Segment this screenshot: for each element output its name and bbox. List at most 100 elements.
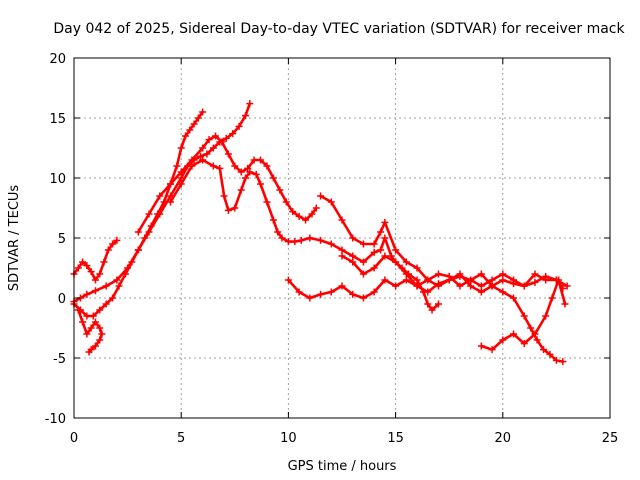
data-point (413, 282, 421, 290)
data-point (242, 174, 250, 182)
data-point (392, 258, 400, 266)
data-point (91, 276, 99, 284)
data-point (370, 264, 378, 272)
data-point (413, 276, 421, 284)
y-tick-label: 15 (49, 112, 66, 127)
data-point (499, 276, 507, 284)
x-tick-label: 5 (177, 431, 185, 446)
data-point (222, 134, 230, 142)
series-track-3 (74, 306, 106, 356)
data-point (83, 262, 91, 270)
data-point (428, 306, 436, 314)
data-point (250, 156, 258, 164)
data-point (499, 336, 507, 344)
data-point (96, 306, 104, 314)
data-point (237, 168, 245, 176)
data-point (338, 252, 346, 260)
data-point (302, 216, 310, 224)
data-point (246, 100, 254, 108)
data-point (85, 348, 93, 356)
data-point (145, 228, 153, 236)
y-tick-label: 5 (58, 232, 66, 247)
data-point (381, 276, 389, 284)
data-point (520, 282, 528, 290)
data-point (295, 288, 303, 296)
data-point (542, 312, 550, 320)
data-point (312, 204, 320, 212)
data-point (113, 276, 121, 284)
data-point (134, 246, 142, 254)
chart-title: Day 042 of 2025, Sidereal Day-to-day VTE… (53, 21, 625, 37)
data-point (561, 300, 569, 308)
data-point (87, 324, 95, 332)
data-point (212, 132, 220, 140)
data-point (188, 162, 196, 170)
data-point (510, 330, 518, 338)
data-point (181, 132, 189, 140)
y-tick-label: -10 (45, 412, 66, 427)
data-point (276, 186, 284, 194)
data-point (257, 156, 265, 164)
data-point (349, 290, 357, 298)
series-track-5 (134, 132, 320, 236)
data-point (488, 346, 496, 354)
x-tick-label: 25 (602, 431, 619, 446)
data-point (79, 318, 87, 326)
data-point (359, 270, 367, 278)
data-point (74, 306, 82, 314)
data-point (134, 228, 142, 236)
data-point (559, 358, 567, 366)
data-point (216, 164, 224, 172)
data-point (542, 272, 550, 280)
data-point (467, 282, 475, 290)
data-point (370, 288, 378, 296)
series-line (72, 110, 204, 318)
data-point (224, 206, 232, 214)
data-point (445, 272, 453, 280)
series-line (137, 134, 318, 234)
data-point (74, 264, 82, 272)
data-point (402, 276, 410, 284)
data-point (424, 288, 432, 296)
data-series (70, 100, 571, 366)
data-point (102, 282, 110, 290)
data-point (231, 162, 239, 170)
data-point (269, 174, 277, 182)
data-point (338, 216, 346, 224)
y-axis-label: SDTVAR / TECUs (7, 185, 22, 292)
data-point (477, 342, 485, 350)
data-point (370, 240, 378, 248)
data-point (381, 218, 389, 226)
data-point (359, 258, 367, 266)
data-point (199, 156, 207, 164)
data-point (87, 268, 95, 276)
data-point (257, 180, 265, 188)
data-point (413, 264, 421, 272)
data-point (186, 126, 194, 134)
data-point (548, 294, 556, 302)
data-point (203, 150, 211, 158)
data-point (98, 330, 106, 338)
series-track-1 (70, 108, 207, 320)
data-point (235, 122, 243, 130)
data-point (109, 294, 117, 302)
data-point (499, 288, 507, 296)
data-point (218, 138, 226, 146)
data-point (317, 236, 325, 244)
y-tick-label: 20 (49, 52, 66, 67)
gridlines (74, 58, 610, 418)
data-point (520, 312, 528, 320)
axis-ticks: 0 5 10 15 20 25 -10 -5 0 5 10 15 20 (45, 52, 619, 446)
series-line (480, 278, 567, 351)
data-point (156, 192, 164, 200)
data-point (377, 246, 385, 254)
data-point (113, 236, 121, 244)
data-point (327, 240, 335, 248)
data-point (402, 258, 410, 266)
data-point (96, 336, 104, 344)
x-tick-label: 20 (495, 431, 512, 446)
data-point (209, 162, 217, 170)
data-point (327, 198, 335, 206)
data-point (194, 114, 202, 122)
